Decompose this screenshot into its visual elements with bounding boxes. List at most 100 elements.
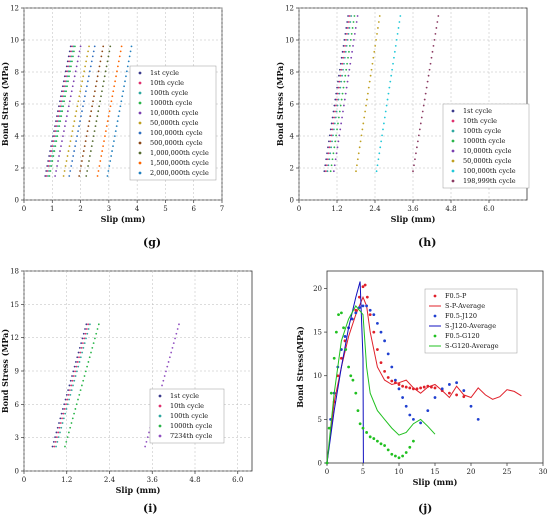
data-point xyxy=(176,328,179,330)
data-point xyxy=(88,356,91,359)
data-point xyxy=(54,130,57,133)
legend-entry: 198,999th cycle xyxy=(463,177,516,185)
data-point xyxy=(401,396,404,399)
data-point xyxy=(376,321,379,325)
data-point xyxy=(397,383,401,386)
y-tick-label: 0 xyxy=(15,197,19,205)
data-point xyxy=(67,150,70,152)
data-point xyxy=(343,38,346,41)
data-point xyxy=(358,422,362,426)
data-point xyxy=(90,110,93,113)
legend-swatch xyxy=(158,434,162,438)
data-point xyxy=(376,33,378,35)
data-point xyxy=(436,21,439,23)
data-point xyxy=(426,409,430,413)
data-point xyxy=(75,110,78,113)
data-point xyxy=(348,68,351,71)
legend-entry: 10th cycle xyxy=(170,402,204,410)
data-point xyxy=(356,15,359,17)
data-point xyxy=(328,134,331,137)
data-point xyxy=(433,386,437,390)
data-point xyxy=(361,128,364,131)
data-point xyxy=(387,92,390,95)
data-point xyxy=(340,356,343,360)
series-s-g120-average xyxy=(326,305,436,464)
data-point xyxy=(365,304,368,308)
data-point xyxy=(75,365,78,368)
data-point xyxy=(67,65,70,68)
legend-entry: 1st cycle xyxy=(170,392,199,400)
x-axis-label: Slip (mm) xyxy=(391,214,436,224)
data-point xyxy=(116,65,119,68)
data-point xyxy=(48,155,51,157)
data-point xyxy=(68,398,70,401)
data-point xyxy=(469,404,473,408)
y-tick-label: 4 xyxy=(15,133,20,141)
data-point xyxy=(63,408,66,410)
data-point xyxy=(74,45,76,48)
data-point xyxy=(59,95,62,98)
chart-panel-j: 0 5 10 15 20 25 30 0 5 10 15 20 Slip (mm) Bond Stress… xyxy=(295,270,547,487)
data-point xyxy=(105,125,108,128)
data-point xyxy=(75,370,78,373)
data-point xyxy=(96,328,99,330)
data-point xyxy=(52,140,55,143)
data-point xyxy=(342,56,345,59)
data-point xyxy=(431,50,434,53)
data-point xyxy=(376,164,379,167)
data-point xyxy=(335,134,338,137)
x-tick-label: 4 xyxy=(135,205,140,213)
data-point xyxy=(79,389,82,392)
data-point xyxy=(77,55,80,58)
data-point xyxy=(64,125,66,128)
data-point xyxy=(356,409,360,413)
data-point xyxy=(116,120,119,123)
data-point xyxy=(52,155,55,157)
y-tick-label: 4 xyxy=(290,133,295,141)
data-point xyxy=(59,105,62,108)
data-point xyxy=(92,342,95,345)
data-point xyxy=(371,62,374,65)
data-point xyxy=(75,65,78,68)
y-tick-label: 2 xyxy=(15,165,19,173)
data-point xyxy=(178,323,180,326)
data-point xyxy=(94,337,96,340)
data-point xyxy=(61,100,64,103)
y-axis-label: Bond Stress (MPa) xyxy=(0,62,10,146)
series-100th-cycle xyxy=(326,15,353,173)
panel-label-i: (i) xyxy=(143,502,158,515)
data-point xyxy=(91,105,94,108)
x-tick-label: 20 xyxy=(467,468,476,476)
data-point xyxy=(65,80,68,83)
data-point xyxy=(388,86,391,89)
data-point xyxy=(90,351,92,354)
data-point xyxy=(71,85,74,88)
x-tick-label: 2 xyxy=(78,205,82,213)
data-point xyxy=(106,175,109,177)
data-point xyxy=(354,391,358,395)
data-point xyxy=(335,98,338,101)
data-point xyxy=(60,105,63,108)
series-1-500-000th-cycle xyxy=(96,45,123,177)
data-point xyxy=(84,65,87,68)
data-point xyxy=(360,134,363,137)
data-point xyxy=(97,323,100,326)
data-point xyxy=(52,150,54,152)
data-point xyxy=(381,134,383,137)
series-f0-5-g120 xyxy=(325,311,415,465)
data-point xyxy=(347,21,350,23)
data-point xyxy=(163,375,166,377)
data-point xyxy=(372,313,376,317)
data-point xyxy=(86,332,89,335)
data-point xyxy=(57,110,59,113)
data-point xyxy=(84,140,87,143)
data-point xyxy=(68,65,71,68)
data-point xyxy=(68,384,71,387)
data-point xyxy=(325,461,329,465)
data-point xyxy=(327,152,330,155)
data-point xyxy=(68,50,71,53)
data-point xyxy=(49,170,52,172)
data-point xyxy=(104,70,107,73)
data-point xyxy=(336,128,338,131)
data-point xyxy=(80,346,83,349)
